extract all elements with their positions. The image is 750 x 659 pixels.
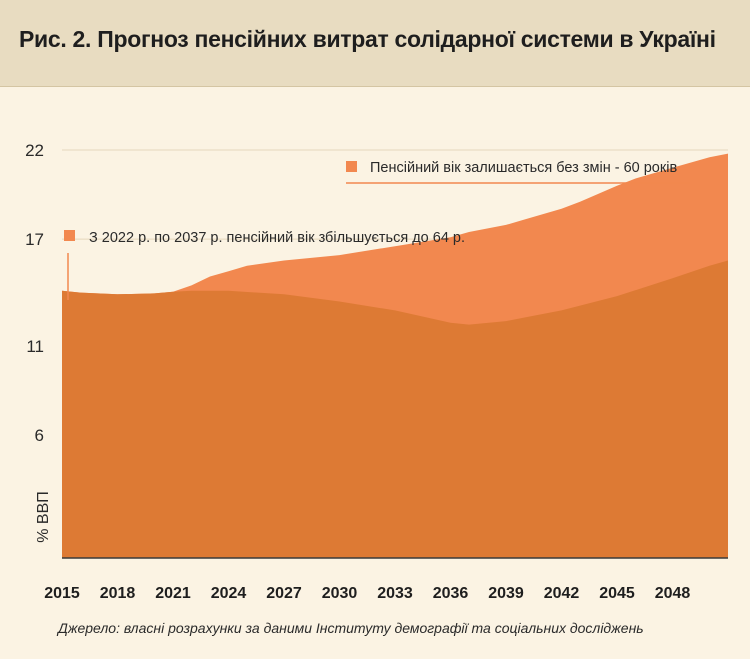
x-tick-label: 2021 [155,585,191,602]
area-series-bottom [62,260,728,558]
x-tick-label: 2018 [100,585,136,602]
legend-swatch-bottom [64,230,75,241]
x-tick-label: 2048 [655,585,691,602]
x-tick-label: 2033 [377,585,413,602]
x-tick-label: 2015 [44,585,80,602]
x-tick-label: 2027 [266,585,302,602]
x-tick-label: 2024 [211,585,247,602]
x-tick-label: 2039 [488,585,524,602]
x-tick-label: 2036 [433,585,469,602]
y-tick-label: 17 [25,230,44,249]
legend-label-bottom: З 2022 р. по 2037 р. пенсійний вік збіль… [89,230,465,246]
y-tick-label: 11 [26,337,44,356]
x-tick-label: 2030 [322,585,358,602]
y-tick-label: 6 [35,426,44,445]
x-tick-label: 2045 [599,585,635,602]
title-banner: Рис. 2. Прогноз пенсійних витрат солідар… [0,0,750,87]
legend-swatch-top [346,161,357,172]
y-axis-label: % ВВП [35,491,52,543]
chart-title: Рис. 2. Прогноз пенсійних витрат солідар… [19,26,716,52]
legend-label-top: Пенсійний вік залишається без змін - 60 … [370,160,677,176]
source-note: Джерело: власні розрахунки за даними Інс… [58,620,644,636]
x-tick-label: 2042 [544,585,580,602]
y-tick-label: 22 [25,141,44,160]
